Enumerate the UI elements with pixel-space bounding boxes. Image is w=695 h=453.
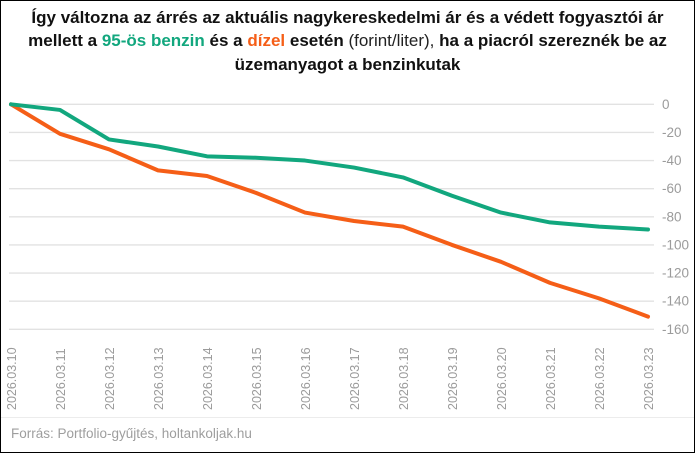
x-tick-label: 2026.03.18 <box>397 347 411 410</box>
title-part-5: ha a piacról szereznék be az üzemanyagot… <box>234 31 667 74</box>
title-part-3: esetén <box>285 31 349 51</box>
x-tick-label: 2026.03.17 <box>348 347 362 410</box>
title-part-2: és a <box>204 31 248 51</box>
y-tick-label: -140 <box>662 294 689 309</box>
x-tick-label: 2026.03.19 <box>446 347 460 410</box>
x-tick-label: 2026.03.11 <box>54 348 68 410</box>
dizel-series-line <box>9 102 650 319</box>
y-tick-label: -40 <box>662 153 682 168</box>
x-tick-label: 2026.03.21 <box>544 347 558 410</box>
chart-title: Így változna az árrés az aktuális nagyke… <box>1 6 694 76</box>
source-note: Forrás: Portfolio-gyűjtés, holtankoljak.… <box>11 426 252 441</box>
footer-divider <box>1 417 694 418</box>
y-tick-label: -160 <box>662 322 689 337</box>
x-tick-label: 2026.03.20 <box>495 347 509 410</box>
y-tick-label: -120 <box>662 266 689 281</box>
x-tick-label: 2026.03.13 <box>152 347 166 410</box>
x-tick-label: 2026.03.14 <box>201 347 215 410</box>
title-benzin-word: 95-ös benzin <box>101 31 205 51</box>
y-tick-label: -60 <box>662 181 682 196</box>
x-tick-label: 2026.03.15 <box>250 347 264 410</box>
y-tick-label: 0 <box>662 97 670 112</box>
title-unit-note: (forint/liter), <box>348 31 435 51</box>
x-tick-label: 2026.03.22 <box>593 347 607 410</box>
x-tick-label: 2026.03.16 <box>299 347 313 410</box>
title-dizel-word: dízel <box>247 31 286 51</box>
title-part-1: Így változna az árrés az aktuális nagyke… <box>28 8 664 51</box>
y-tick-label: -20 <box>662 125 682 140</box>
x-tick-label: 2026.03.23 <box>642 347 656 410</box>
x-tick-label: 2026.03.12 <box>103 347 117 410</box>
x-tick-label: 2026.03.10 <box>5 347 19 410</box>
y-tick-label: -100 <box>662 237 689 252</box>
benzin-series-line <box>9 102 650 232</box>
y-tick-label: -80 <box>662 209 682 224</box>
